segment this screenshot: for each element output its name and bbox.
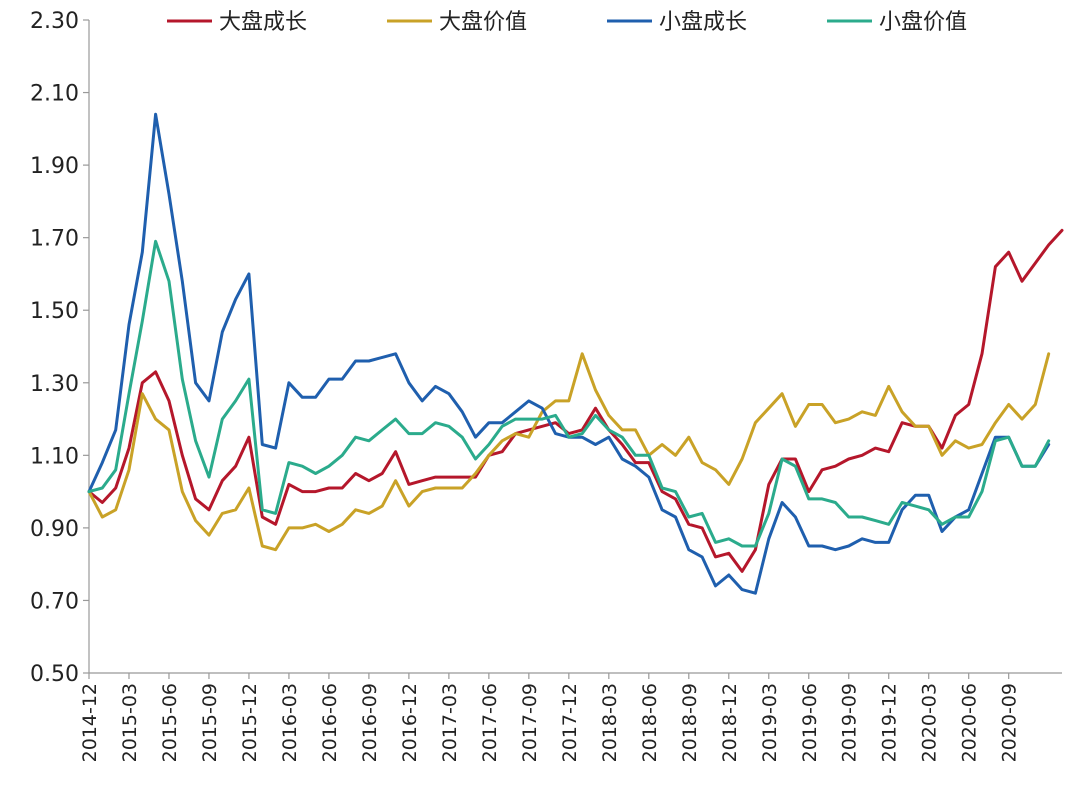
x-tick-label: 2016-06: [319, 683, 341, 762]
x-tick-label: 2020-06: [959, 683, 981, 762]
x-tick-label: 2018-06: [639, 683, 661, 762]
y-axis-ticks: 0.50 0.70 0.90 1.10 1.30 1.50 1.70 1.90 2.10 2.30: [30, 9, 89, 687]
legend-label-0: 大盘成长: [219, 10, 307, 35]
legend: 大盘成长 大盘价值 小盘成长 小盘价值: [167, 10, 967, 35]
series-line-3: [87, 239, 1051, 548]
x-tick-label: 2015-03: [119, 683, 141, 762]
y-tick-label: 2.30: [30, 9, 79, 34]
y-tick-label: 0.90: [30, 517, 79, 542]
x-tick-label: 2020-03: [919, 683, 941, 762]
x-tick-label: 2016-09: [359, 683, 381, 762]
y-tick-label: 1.70: [30, 227, 79, 252]
x-tick-label: 2018-09: [679, 683, 701, 762]
legend-label-2: 小盘成长: [659, 10, 747, 35]
y-tick-label: 1.50: [30, 299, 79, 324]
x-tick-label: 2015-12: [239, 683, 261, 762]
series-line-1: [87, 352, 1051, 552]
x-tick-label: 2019-03: [759, 683, 781, 762]
legend-label-3: 小盘价值: [879, 10, 967, 35]
x-tick-label: 2016-12: [399, 683, 421, 762]
x-tick-label: 2018-03: [599, 683, 621, 762]
axes: [88, 20, 1062, 674]
x-tick-label: 2020-09: [999, 683, 1021, 762]
series-line-0: [87, 228, 1064, 573]
y-tick-label: 2.10: [30, 82, 79, 107]
x-tick-label: 2015-06: [159, 683, 181, 762]
x-tick-label: 2018-12: [719, 683, 741, 762]
x-tick-label: 2019-06: [799, 683, 821, 762]
y-tick-label: 1.30: [30, 372, 79, 397]
x-tick-label: 2019-09: [839, 683, 861, 762]
series-lines: [87, 112, 1064, 595]
x-tick-label: 2017-03: [439, 683, 461, 762]
series-line-2: [87, 112, 1051, 595]
x-tick-label: 2017-09: [519, 683, 541, 762]
y-tick-label: 0.50: [30, 662, 79, 687]
y-tick-label: 1.10: [30, 444, 79, 469]
y-tick-label: 0.70: [30, 589, 79, 614]
x-tick-label: 2017-12: [559, 683, 581, 762]
legend-label-1: 大盘价值: [439, 10, 527, 35]
x-tick-label: 2016-03: [279, 683, 301, 762]
x-tick-label: 2014-12: [79, 683, 101, 762]
x-tick-label: 2019-12: [879, 683, 901, 762]
x-tick-label: 2015-09: [199, 683, 221, 762]
x-tick-label: 2017-06: [479, 683, 501, 762]
y-tick-label: 1.90: [30, 154, 79, 179]
x-axis-ticks: 2014-12 2015-03 2015-06 2015-09 2015-12 2016-…: [79, 673, 1021, 762]
